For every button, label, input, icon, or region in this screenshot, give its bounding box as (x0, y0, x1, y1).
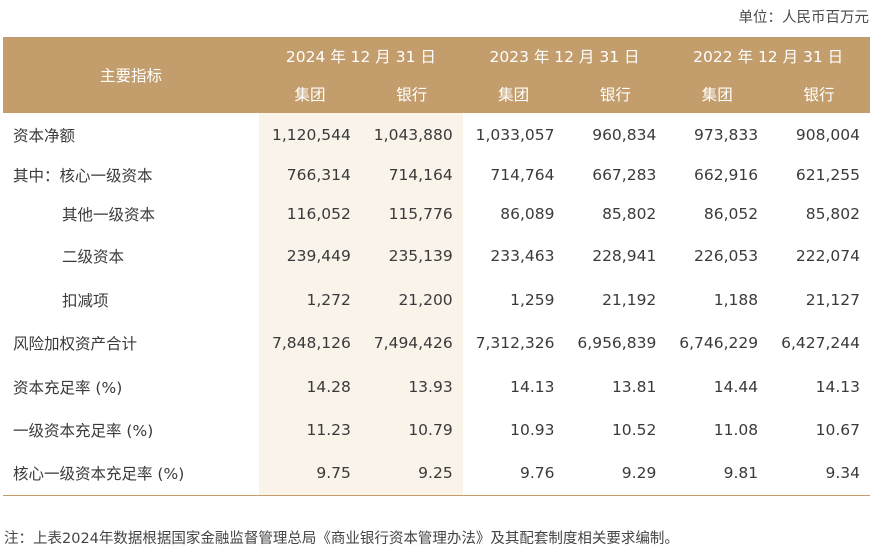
cell-value: 1,272 (259, 279, 361, 320)
cell-value: 9.76 (462, 452, 565, 496)
cell-value: 11.08 (713, 421, 759, 439)
table-row-core-tier1-capital: 其中：核心一级资本 766,314 714,164 714,764 667,283 662… (3, 156, 870, 194)
header-year-2022: 2022 年 12 月 31 日 (666, 37, 870, 75)
cell-value: 714,164 (360, 156, 463, 194)
cell-value: 14.28 (259, 366, 361, 408)
cell-value: 239,449 (259, 233, 361, 279)
cell-value: 960,834 (592, 125, 657, 144)
capital-table: 主要指标 2024 年 12 月 31 日 2023 年 12 月 31 日 2… (3, 37, 870, 496)
cell-value: 9.75 (259, 452, 361, 496)
cell-value: 228,941 (592, 247, 657, 265)
cell-value: 13.93 (360, 366, 463, 408)
cell-value: 7,494,426 (360, 320, 463, 366)
table-row-core-tier1-car: 核心一级资本充足率 (%) 9.75 9.25 9.76 9.29 9.81 9.34 (3, 452, 870, 496)
row-label: 资本净额 (13, 126, 76, 145)
cell-value: 85,802 (602, 204, 657, 223)
table-row-other-tier1-capital: 其他一级资本 116,052 115,776 86,089 85,802 86,052 85… (3, 194, 870, 233)
cell-value: 1,043,880 (360, 113, 463, 156)
cell-value: 621,255 (795, 166, 860, 184)
cell-value: 6,746,229 (679, 334, 759, 352)
cell-value: 1,188 (713, 290, 759, 309)
cell-value: 9.34 (768, 452, 870, 496)
table-row-car: 资本充足率 (%) 14.28 13.93 14.13 13.81 14.44 14.13 (3, 366, 870, 408)
cell-value: 9.25 (360, 452, 463, 496)
cell-value: 7,848,126 (259, 320, 361, 366)
row-label: 其他一级资本 (62, 205, 156, 224)
cell-value: 6,956,839 (577, 334, 657, 352)
row-label: 扣减项 (62, 291, 109, 310)
cell-value: 10.93 (510, 421, 555, 439)
table-row-deductions: 扣减项 1,272 21,200 1,259 21,192 1,188 21,127 (3, 279, 870, 320)
cell-value: 662,916 (694, 166, 759, 184)
cell-value: 667,283 (592, 166, 657, 184)
cell-value: 10.52 (611, 421, 657, 439)
cell-value: 9.81 (666, 452, 769, 496)
cell-value: 14.13 (815, 378, 860, 396)
cell-value: 9.29 (564, 452, 667, 496)
cell-value: 85,802 (805, 204, 860, 223)
footnote: 注：上表2024年数据根据国家金融监督管理总局《商业银行资本管理办法》及其配套制… (4, 531, 679, 547)
cell-value: 973,833 (694, 125, 759, 144)
header-bank-2024: 银行 (360, 75, 463, 113)
table-row-tier1-car: 一级资本充足率 (%) 11.23 10.79 10.93 10.52 11.08 10.6… (3, 408, 870, 452)
cell-value: 11.23 (259, 408, 361, 452)
table-row-total-rwa: 风险加权资产合计 7,848,126 7,494,426 7,312,326 6,956… (3, 320, 870, 366)
cell-value: 714,764 (490, 166, 555, 184)
unit-label: 单位：人民币百万元 (738, 10, 870, 26)
row-label: 资本充足率 (%) (13, 379, 123, 397)
cell-value: 14.13 (510, 378, 555, 396)
header-group-2023: 集团 (462, 75, 565, 113)
cell-value: 21,200 (360, 279, 463, 320)
cell-value: 222,074 (795, 247, 860, 265)
header-bank-2022: 银行 (768, 75, 870, 113)
cell-value: 908,004 (795, 125, 860, 144)
cell-value: 21,192 (602, 290, 657, 309)
cell-value: 13.81 (611, 378, 657, 396)
header-year-2024: 2024 年 12 月 31 日 (259, 37, 463, 75)
cell-value: 226,053 (694, 247, 759, 265)
header-main-indicator: 主要指标 (3, 37, 260, 113)
cell-value: 6,427,244 (781, 334, 860, 352)
cell-value: 1,033,057 (475, 125, 555, 144)
cell-value: 21,127 (805, 290, 860, 309)
header-year-2023: 2023 年 12 月 31 日 (462, 37, 667, 75)
cell-value: 115,776 (360, 194, 463, 233)
table-row-tier2-capital: 二级资本 239,449 235,139 233,463 228,941 226,053 2… (3, 233, 870, 279)
cell-value: 86,052 (703, 204, 759, 223)
row-label: 核心一级资本充足率 (%) (3, 452, 260, 496)
cell-value: 10.79 (360, 408, 463, 452)
header-group-2022: 集团 (666, 75, 769, 113)
row-label: 风险加权资产合计 (13, 335, 138, 353)
cell-value: 766,314 (259, 156, 361, 194)
cell-value: 1,120,544 (259, 113, 361, 156)
header-group-2024: 集团 (259, 75, 361, 113)
cell-value: 7,312,326 (475, 334, 555, 352)
row-label: 二级资本 (62, 248, 125, 266)
cell-value: 14.44 (713, 378, 759, 396)
cell-value: 116,052 (259, 194, 361, 233)
cell-value: 235,139 (360, 233, 463, 279)
cell-value: 10.67 (815, 421, 860, 439)
row-label: 其中：核心一级资本 (13, 167, 153, 185)
header-bank-2023: 银行 (564, 75, 667, 113)
cell-value: 86,089 (500, 204, 555, 223)
cell-value: 1,259 (510, 290, 555, 309)
row-label: 一级资本充足率 (%) (13, 422, 154, 440)
cell-value: 233,463 (490, 247, 555, 265)
table-row-net-capital: 资本净额 1,120,544 1,043,880 1,033,057 960,834 97… (3, 113, 870, 156)
